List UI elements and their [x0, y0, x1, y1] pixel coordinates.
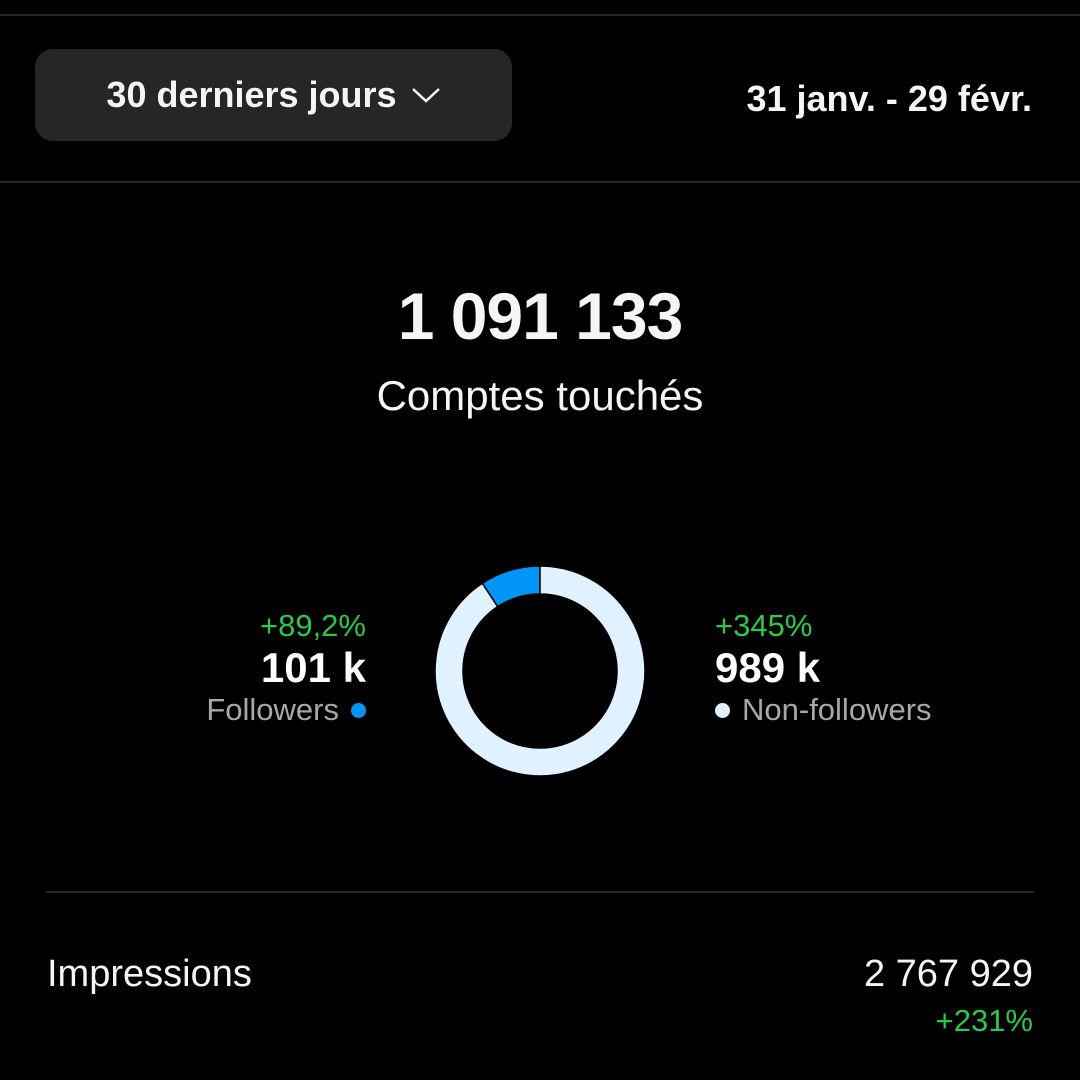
date-range: 31 janv. - 29 févr. — [746, 78, 1032, 119]
reach-donut-chart — [434, 565, 646, 777]
followers-legend-dot — [351, 702, 366, 718]
followers-label: Followers — [206, 692, 339, 727]
non-followers-stat: +345% 989 k Non-followers — [715, 608, 932, 728]
followers-delta: +89,2% — [259, 608, 366, 643]
accounts-reached-total: 1 091 133 — [397, 279, 684, 353]
non-followers-delta: +345% — [715, 608, 813, 643]
non-followers-legend-dot — [715, 702, 730, 718]
impressions-delta: +231% — [935, 1003, 1033, 1038]
non-followers-value: 989 k — [715, 644, 821, 691]
impressions-label: Impressions — [47, 953, 252, 995]
section-divider — [46, 891, 1034, 893]
header-divider — [0, 181, 1080, 183]
impressions-value: 2 767 929 — [863, 953, 1033, 995]
period-label: 30 derniers jours — [106, 74, 397, 115]
accounts-reached-label: Comptes touchés — [376, 372, 704, 419]
chevron-down-icon — [411, 88, 440, 103]
followers-stat: +89,2% 101 k Followers — [206, 608, 366, 728]
top-divider — [0, 14, 1080, 16]
donut-slice-non-followers — [434, 565, 646, 777]
period-dropdown[interactable]: 30 derniers jours — [35, 49, 512, 141]
non-followers-label: Non-followers — [742, 692, 932, 727]
followers-value: 101 k — [260, 644, 366, 691]
